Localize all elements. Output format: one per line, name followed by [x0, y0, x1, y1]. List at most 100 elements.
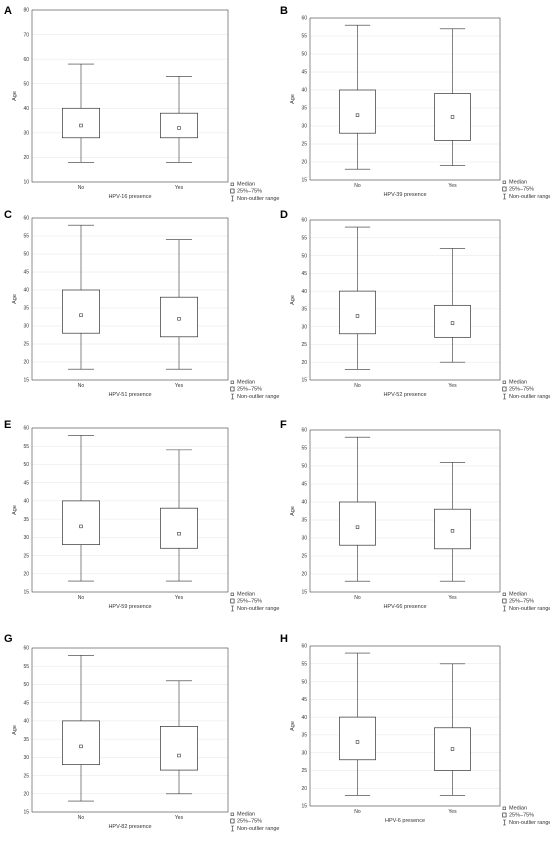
- y-tick-label: 30: [23, 131, 29, 137]
- iqr-box: [434, 304, 471, 338]
- plot-frame: [309, 645, 501, 807]
- y-tick-label: 60: [301, 644, 307, 650]
- legend-median-icon: [502, 380, 506, 384]
- x-axis-label: HPV-82 presence: [108, 824, 151, 830]
- x-tick-label: Yes: [448, 383, 457, 389]
- panel-letter: C: [4, 209, 12, 221]
- y-tick-label: 70: [23, 32, 29, 38]
- median-marker: [450, 529, 455, 533]
- legend-median-icon: [230, 592, 234, 596]
- legend-median-label: Median: [509, 180, 527, 186]
- median-marker: [355, 314, 360, 318]
- legend-range-icon: [231, 195, 234, 202]
- y-tick-label: 50: [301, 253, 307, 259]
- y-tick-label: 45: [301, 482, 307, 488]
- y-tick-label: 25: [23, 553, 29, 559]
- x-axis-label: HPV-52 presence: [383, 392, 426, 398]
- chart-panel-a: A 10 20 30 40 50 60 70 80 Age No Yes HPV-16 presence…: [4, 4, 280, 208]
- y-tick-label: 25: [301, 554, 307, 560]
- x-tick-label: No: [354, 183, 361, 189]
- box-plot: B 15 20 25 30 35 40 45 50 55 60 Age No Yes HPV-39 pres…: [280, 5, 550, 200]
- y-tick-label: 25: [301, 142, 307, 148]
- legend-iqr-icon: [502, 186, 507, 192]
- legend-range-icon: [231, 605, 234, 612]
- iqr-box: [160, 112, 198, 139]
- y-tick-label: 80: [23, 8, 29, 14]
- y-tick-label: 60: [301, 428, 307, 434]
- y-tick-label: 60: [301, 16, 307, 22]
- y-axis-label: Age: [12, 505, 18, 515]
- y-tick-label: 40: [301, 289, 307, 295]
- chart-panel-g: G 15 20 25 30 35 40 45 50 55 60 Age No Yes HPV-82 pres…: [4, 632, 280, 836]
- box-yes: [434, 248, 471, 363]
- y-tick-label: 45: [301, 697, 307, 703]
- y-tick-label: 25: [23, 773, 29, 779]
- y-tick-label: 35: [301, 307, 307, 313]
- y-tick-label: 10: [23, 180, 29, 186]
- y-tick-label: 45: [23, 480, 29, 486]
- box-no: [62, 224, 100, 370]
- chart-panel-h: H 15 20 25 30 35 40 45 50 55 60 Age No Yes HPV-6 prese…: [280, 632, 550, 836]
- legend-iqr-icon: [230, 386, 235, 392]
- y-tick-label: 60: [23, 216, 29, 222]
- box-yes: [160, 76, 198, 163]
- y-tick-label: 60: [23, 426, 29, 432]
- y-tick-label: 15: [301, 378, 307, 384]
- median-marker: [79, 123, 83, 128]
- median-marker: [177, 317, 181, 321]
- legend-median-icon: [502, 806, 506, 810]
- legend-median-label: Median: [509, 806, 527, 812]
- legend-iqr-icon: [230, 818, 235, 824]
- y-tick-label: 20: [23, 155, 29, 161]
- y-tick-label: 50: [23, 81, 29, 87]
- y-tick-label: 50: [301, 464, 307, 470]
- box-yes: [434, 462, 471, 582]
- box-no: [339, 652, 376, 796]
- x-axis-label: HPV-16 presence: [108, 194, 151, 200]
- y-tick-label: 35: [301, 733, 307, 739]
- y-axis-label: Age: [290, 295, 296, 305]
- legend-median-label: Median: [237, 380, 255, 386]
- legend-iqr-icon: [230, 598, 235, 604]
- y-tick-label: 45: [23, 700, 29, 706]
- legend-range-label: Non-outlier range: [509, 394, 550, 400]
- box-plot: H 15 20 25 30 35 40 45 50 55 60 Age No Yes HPV-6 prese…: [280, 633, 550, 826]
- box-no: [62, 434, 100, 582]
- panel-letter: B: [280, 5, 288, 17]
- median-marker: [355, 113, 360, 117]
- plot-frame: [31, 9, 229, 183]
- y-tick-label: 40: [301, 715, 307, 721]
- panel-letter: D: [280, 209, 288, 221]
- y-tick-label: 30: [301, 750, 307, 756]
- y-tick-label: 35: [301, 518, 307, 524]
- median-marker: [450, 321, 455, 325]
- legend-range-label: Non-outlier range: [509, 820, 550, 826]
- legend-range-icon: [503, 605, 506, 612]
- y-tick-label: 15: [301, 178, 307, 184]
- box-plot: C 15 20 25 30 35 40 45 50 55 60 Age No Yes HPV-51 pres…: [4, 209, 280, 400]
- x-tick-label: No: [78, 185, 85, 191]
- y-tick-label: 30: [23, 755, 29, 761]
- y-tick-label: 25: [301, 342, 307, 348]
- y-tick-label: 15: [23, 590, 29, 596]
- y-axis-label: Age: [12, 294, 18, 304]
- panel-letter: H: [280, 633, 288, 645]
- legend-iqr-icon: [502, 386, 507, 392]
- box-no: [339, 436, 376, 582]
- median-marker: [450, 115, 455, 119]
- iqr-box: [62, 720, 100, 765]
- y-tick-label: 55: [23, 444, 29, 450]
- y-tick-label: 55: [301, 34, 307, 40]
- box-plot: D 15 20 25 30 35 40 45 50 55 60 Age No Yes HPV-52 pres…: [280, 209, 550, 400]
- y-tick-label: 20: [23, 571, 29, 577]
- median-marker: [355, 525, 360, 529]
- panel-letter: F: [280, 419, 287, 431]
- legend-iqr-label: 25%–75%: [509, 599, 534, 605]
- legend-iqr-label: 25%–75%: [509, 387, 534, 393]
- y-tick-label: 50: [23, 462, 29, 468]
- y-tick-label: 40: [23, 106, 29, 112]
- box-yes: [160, 239, 198, 370]
- y-tick-label: 30: [23, 324, 29, 330]
- box-plot: F 15 20 25 30 35 40 45 50 55 60 Age No Yes HPV-66 pres…: [280, 419, 550, 612]
